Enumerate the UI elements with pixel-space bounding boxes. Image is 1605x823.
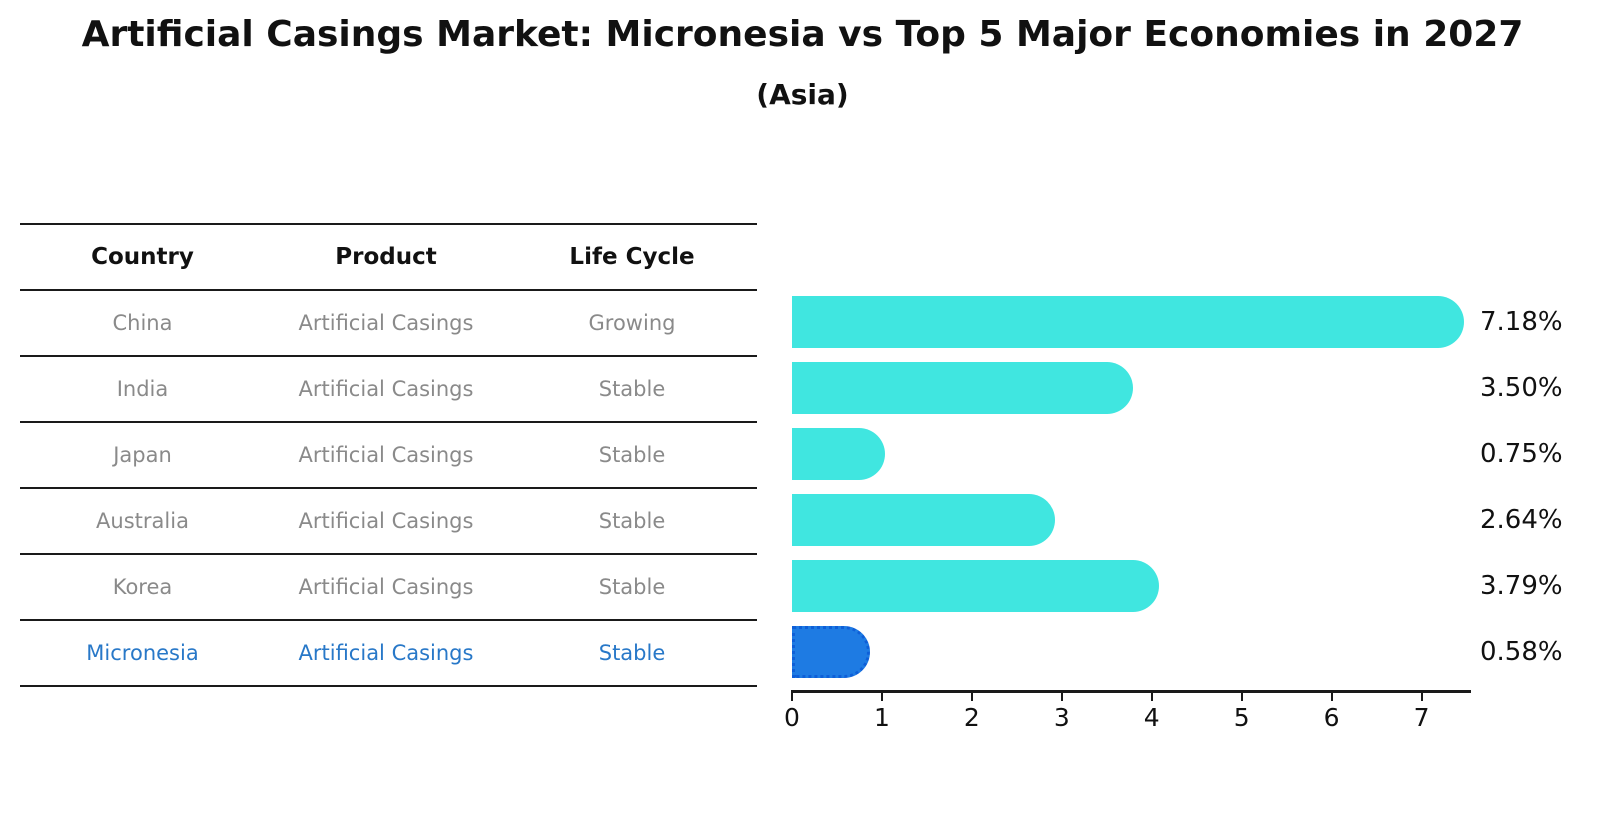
header-country: Country [91,244,194,270]
cell-country: Japan [113,443,172,467]
x-tick [1330,693,1333,701]
bar-micronesia [792,626,871,678]
cell-product: Artificial Casings [298,641,474,665]
value-label-australia: 2.64% [1480,505,1563,535]
x-tick-label: 4 [1143,703,1160,732]
country-table: Country Product Life Cycle China Artifici… [20,223,757,687]
table-row-australia: Australia Artificial Casings Stable [20,489,757,555]
cell-product: Artificial Casings [298,377,474,401]
cell-country: Micronesia [86,641,199,665]
x-tick-label: 7 [1413,703,1430,732]
x-tick [1420,693,1423,701]
table-row-china: China Artificial Casings Growing [20,291,757,357]
header-product: Product [335,244,437,270]
cell-life-cycle: Stable [598,509,666,533]
bar-china [792,296,1464,348]
x-tick-label: 6 [1323,703,1340,732]
table-body: China Artificial Casings Growing India Artif… [20,291,757,687]
cell-life-cycle: Stable [598,641,666,665]
cell-product: Artificial Casings [298,509,474,533]
cell-product: Artificial Casings [298,311,474,335]
table-row-micronesia: Micronesia Artificial Casings Stable [20,621,757,687]
cell-life-cycle: Stable [598,575,666,599]
value-label-micronesia: 0.58% [1480,637,1563,667]
table-row-japan: Japan Artificial Casings Stable [20,423,757,489]
x-tick [791,693,793,701]
value-label-china: 7.18% [1480,307,1563,337]
cell-life-cycle: Stable [598,443,666,467]
x-tick-label: 5 [1233,703,1250,732]
chart-title: Artificial Casings Market: Micronesia vs… [81,14,1524,55]
header-life-cycle: Life Cycle [569,244,695,270]
x-tick [1150,693,1153,701]
table-header-row: Country Product Life Cycle [20,225,757,291]
x-tick [880,693,883,701]
bar-japan [792,428,886,480]
value-label-india: 3.50% [1480,373,1563,403]
value-label-korea: 3.79% [1480,571,1563,601]
x-tick [970,693,973,701]
cell-country: Australia [96,509,189,533]
x-axis-line [791,690,1471,693]
cell-life-cycle: Growing [588,311,676,335]
bar-india [792,362,1133,414]
x-tick-label: 3 [1053,703,1070,732]
x-tick [1240,693,1243,701]
bar-australia [792,494,1056,546]
bar-korea [792,560,1159,612]
cell-life-cycle: Stable [598,377,666,401]
x-tick-label: 0 [784,703,800,732]
table-row-korea: Korea Artificial Casings Stable [20,555,757,621]
chart-subtitle: (Asia) [756,78,849,111]
cell-country: India [116,377,169,401]
x-tick-label: 2 [963,703,980,732]
cell-country: Korea [112,575,173,599]
cell-product: Artificial Casings [298,575,474,599]
x-tick-label: 1 [873,703,890,732]
cell-country: China [112,311,173,335]
table-row-india: India Artificial Casings Stable [20,357,757,423]
x-tick [1060,693,1063,701]
value-label-japan: 0.75% [1480,439,1563,469]
cell-product: Artificial Casings [298,443,474,467]
